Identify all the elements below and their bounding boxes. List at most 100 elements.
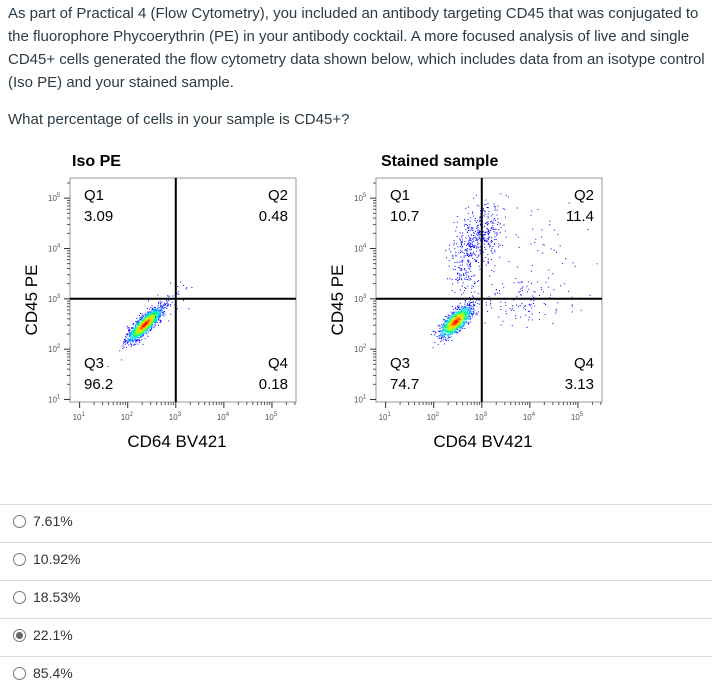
radio-button[interactable] — [13, 591, 26, 604]
event-point — [154, 321, 156, 323]
event-point — [465, 314, 467, 316]
event-point — [476, 247, 478, 249]
event-point — [455, 324, 457, 326]
event-point — [465, 270, 467, 272]
event-point — [158, 313, 160, 315]
answer-option[interactable]: 22.1% — [0, 618, 712, 657]
event-point — [461, 250, 463, 252]
radio-button[interactable] — [13, 629, 26, 642]
event-point — [448, 260, 450, 262]
quadrant-percent: 3.09 — [84, 208, 113, 225]
event-point — [130, 333, 132, 335]
event-point — [468, 275, 470, 277]
question-intro: As part of Practical 4 (Flow Cytometry),… — [8, 5, 705, 91]
event-point — [470, 248, 472, 250]
event-point — [453, 309, 455, 311]
event-point — [123, 343, 125, 345]
event-point — [170, 305, 172, 307]
event-point — [453, 315, 455, 317]
event-point — [125, 346, 127, 348]
event-point — [496, 233, 498, 235]
event-point — [153, 316, 155, 318]
event-point — [515, 234, 517, 236]
event-point — [512, 308, 514, 310]
event-point — [474, 309, 476, 311]
event-point — [531, 319, 533, 321]
event-point — [130, 338, 132, 340]
event-point — [141, 320, 143, 322]
event-point — [142, 315, 144, 317]
event-point — [143, 329, 145, 331]
event-point — [472, 211, 474, 213]
event-point — [132, 341, 134, 343]
event-point — [440, 341, 442, 343]
event-point — [451, 321, 453, 323]
event-point — [141, 315, 143, 317]
event-point — [140, 330, 142, 332]
event-point — [132, 340, 134, 342]
event-point — [470, 312, 472, 314]
option-label: 10.92% — [33, 551, 81, 567]
event-point — [156, 315, 158, 317]
plot-frame — [375, 177, 603, 403]
event-point — [464, 303, 466, 305]
event-point — [455, 331, 457, 333]
answer-option[interactable]: 10.92% — [0, 542, 712, 581]
event-point — [129, 329, 131, 331]
answer-option[interactable]: 85.4% — [0, 656, 712, 695]
event-point — [458, 314, 460, 316]
event-point — [453, 319, 455, 321]
event-point — [140, 335, 142, 337]
event-point — [159, 301, 161, 303]
event-point — [482, 209, 484, 211]
radio-button[interactable] — [13, 553, 26, 566]
event-point — [469, 302, 471, 304]
event-point — [137, 329, 139, 331]
event-point — [148, 308, 150, 310]
event-point — [169, 304, 171, 306]
event-point — [459, 267, 461, 269]
event-point — [146, 313, 148, 315]
radio-button[interactable] — [13, 667, 26, 680]
event-point — [497, 218, 499, 220]
event-point — [505, 304, 507, 306]
event-point — [515, 317, 517, 319]
x-tick-label: 101 — [73, 412, 86, 422]
event-point — [449, 322, 451, 324]
answer-option[interactable]: 7.61% — [0, 504, 712, 543]
event-point — [144, 317, 146, 319]
event-point — [465, 315, 467, 317]
event-point — [444, 330, 446, 332]
event-point — [159, 314, 161, 316]
event-point — [146, 321, 148, 323]
event-point — [132, 333, 134, 335]
event-point — [446, 257, 448, 259]
event-point — [476, 239, 478, 241]
event-point — [449, 329, 451, 331]
event-point — [446, 325, 448, 327]
event-point — [134, 329, 136, 331]
event-point — [456, 215, 458, 217]
event-point — [486, 241, 488, 243]
event-point — [147, 312, 149, 314]
event-point — [494, 209, 496, 211]
event-point — [487, 223, 489, 225]
event-point — [453, 332, 455, 334]
event-point — [476, 231, 478, 233]
event-point — [141, 320, 143, 322]
radio-button[interactable] — [13, 515, 26, 528]
event-point — [485, 231, 487, 233]
event-point — [152, 314, 154, 316]
event-point — [498, 222, 500, 224]
event-point — [516, 295, 518, 297]
event-point — [571, 296, 573, 298]
answer-option[interactable]: 18.53% — [0, 580, 712, 619]
event-point — [452, 268, 454, 270]
event-point — [136, 335, 138, 337]
event-point — [487, 236, 489, 238]
event-point — [473, 245, 475, 247]
event-point — [467, 259, 469, 261]
event-point — [468, 244, 470, 246]
event-point — [443, 335, 445, 337]
event-point — [445, 328, 447, 330]
